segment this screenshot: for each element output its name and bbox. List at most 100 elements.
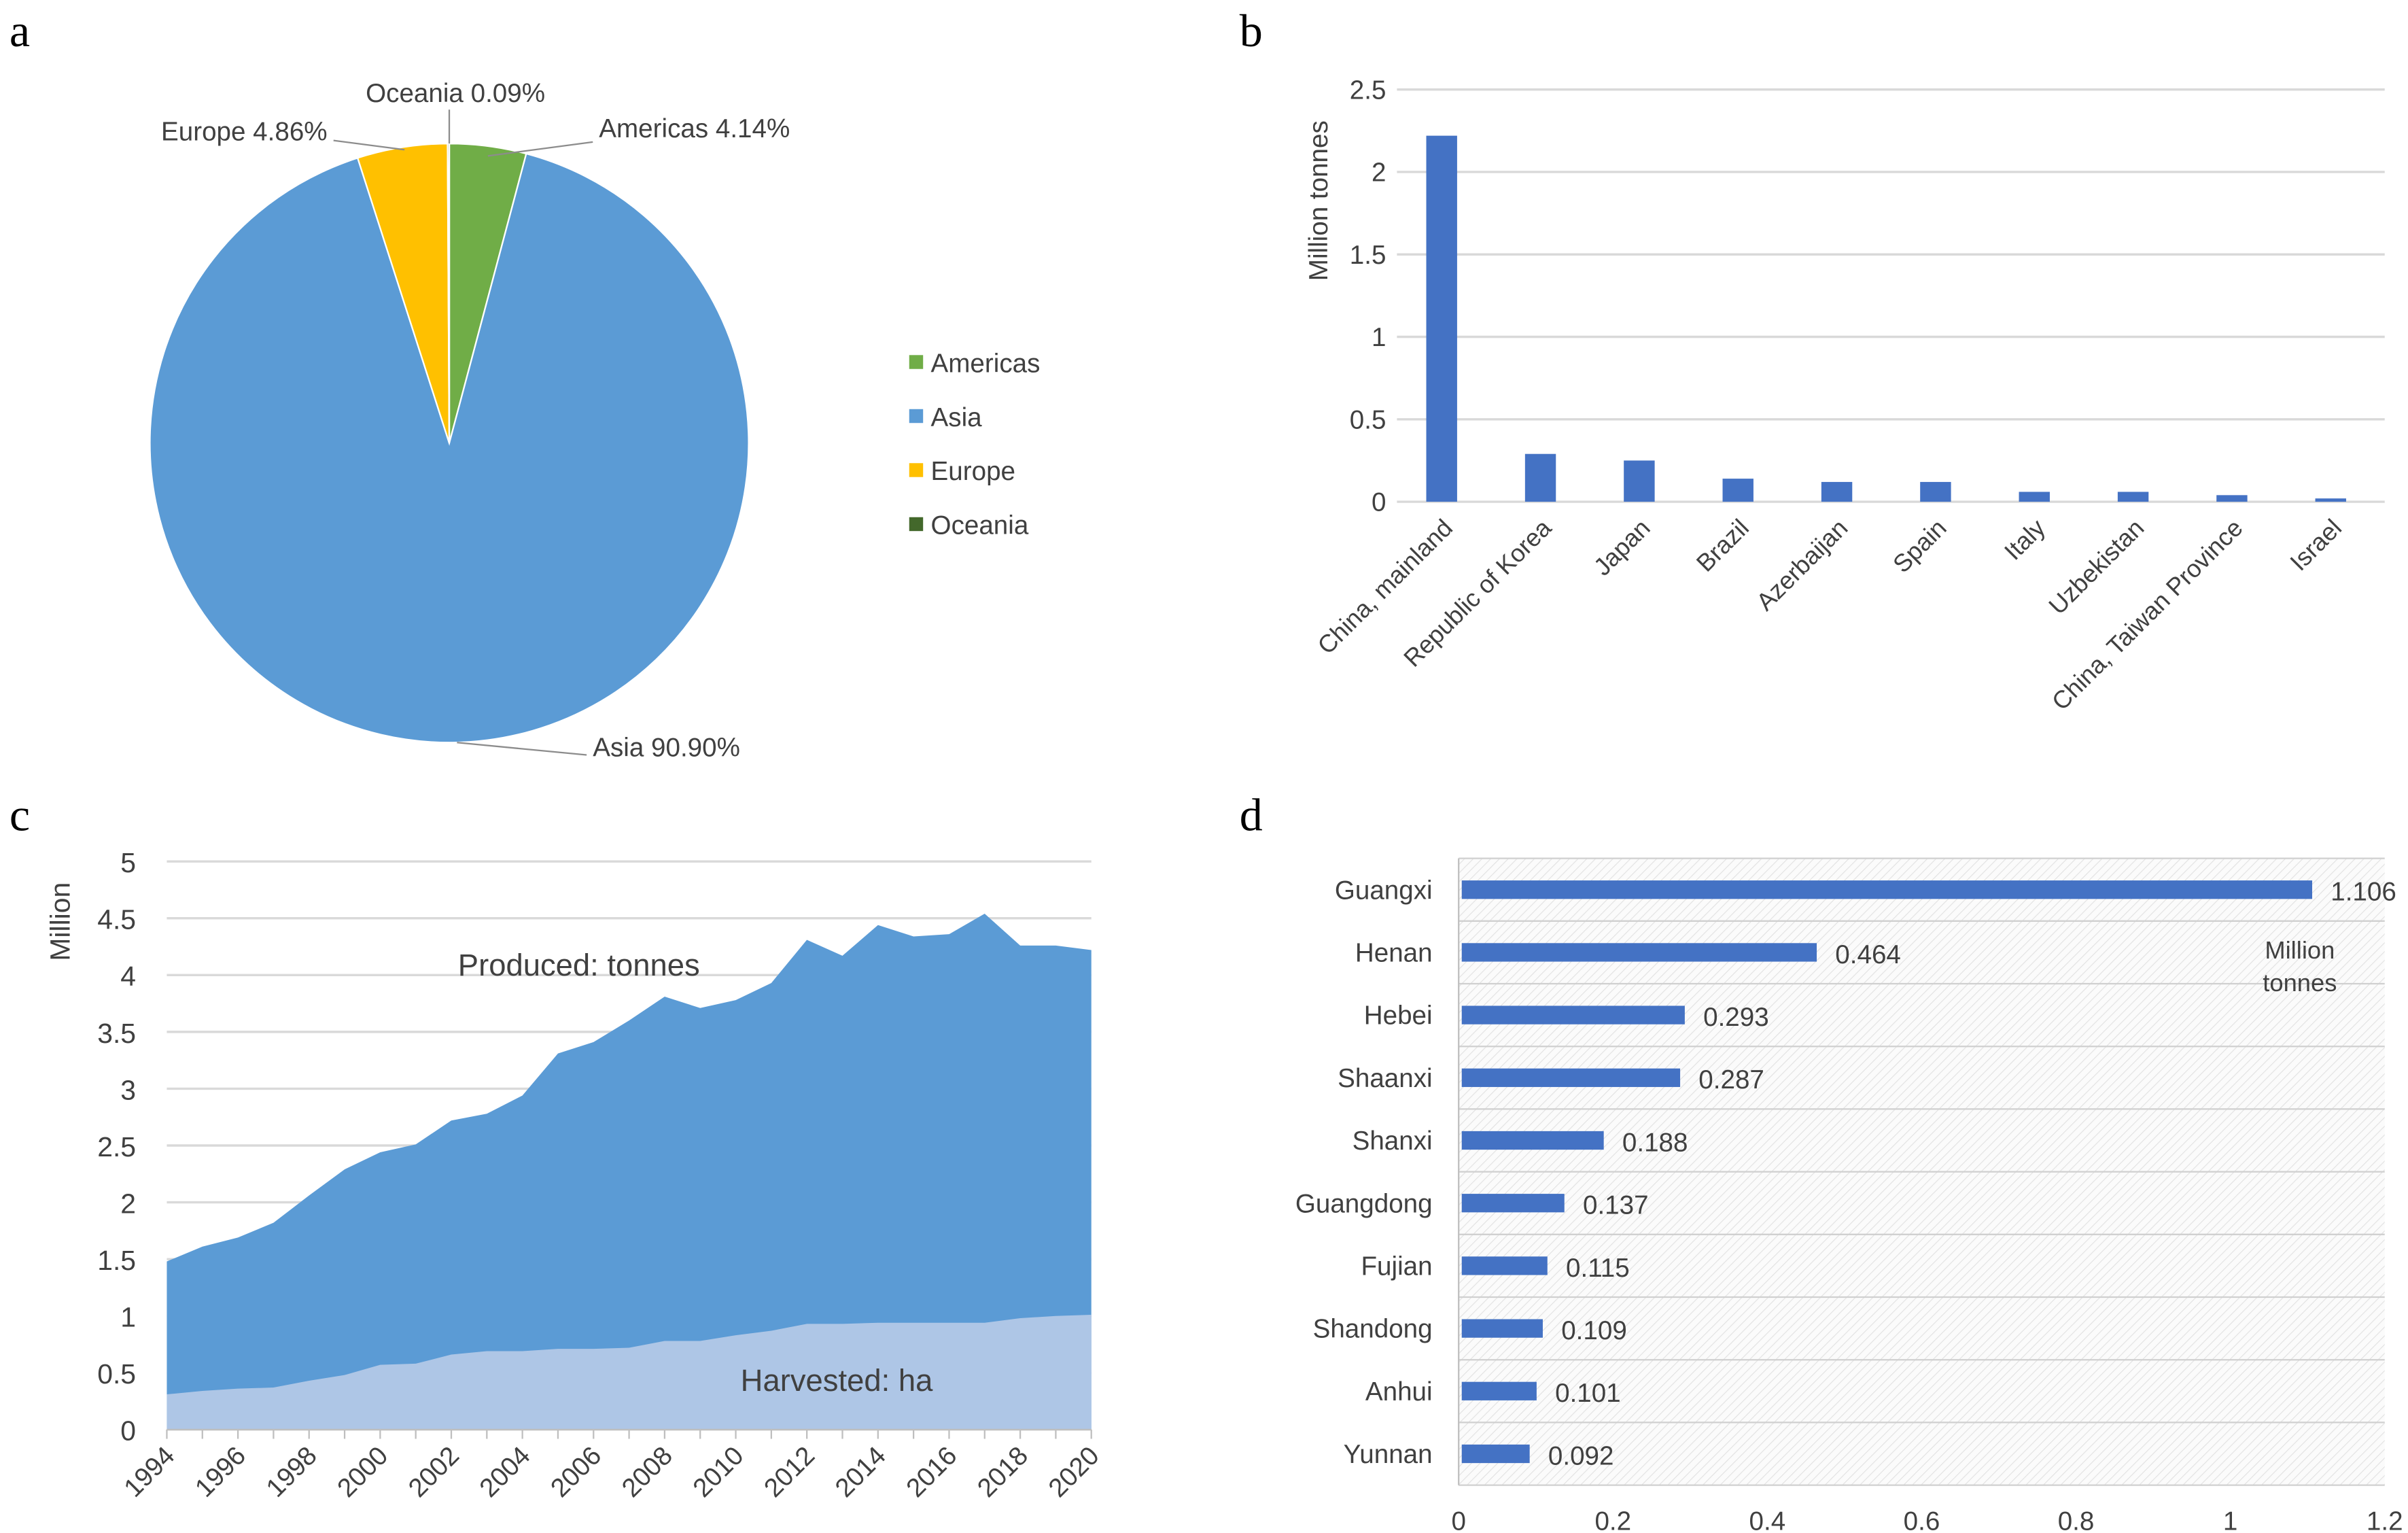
data-label: 0.092 (1548, 1441, 1614, 1470)
y-tick-label: Guangdong (1295, 1189, 1433, 1218)
bar (1461, 1319, 1543, 1338)
x-tick-label: 0.2 (1594, 1506, 1631, 1533)
pie-chart-panel-a: Americas 4.14% Asia 90.90% Europe 4.86% Oce… (149, 79, 1041, 763)
pie-leader-line (457, 742, 587, 756)
data-label: 0.101 (1555, 1379, 1621, 1408)
x-tick-label: 2016 (901, 1441, 962, 1503)
pie-leader-line (333, 139, 405, 151)
x-tick-label: 2018 (972, 1441, 1034, 1503)
pie-slice-asia (149, 152, 750, 744)
bar (2216, 495, 2248, 502)
data-label: 0.109 (1561, 1316, 1627, 1345)
x-tick-label: 2014 (830, 1441, 892, 1503)
x-tick-label: 1998 (261, 1441, 323, 1503)
y-tick-label: Shanxi (1353, 1126, 1433, 1156)
x-tick-label: 1994 (118, 1441, 180, 1503)
bar (1461, 880, 2313, 899)
x-tick-label: Azerbaijan (1751, 514, 1853, 616)
y-tick-label: 1.5 (1350, 241, 1386, 270)
bar (1624, 460, 1655, 502)
x-tick-label: 1996 (190, 1441, 251, 1503)
y-tick-label: Shaanxi (1338, 1064, 1432, 1093)
legend-swatch-europe (909, 463, 924, 477)
legend-entry-europe: Europe (931, 457, 1015, 486)
x-tick-label: Israel (2284, 514, 2347, 576)
legend-swatch-americas (909, 355, 924, 369)
pie-leader-line (487, 141, 593, 157)
bar (1920, 481, 1951, 502)
bar (1524, 453, 1556, 502)
y-tick-label: Hebei (1364, 1001, 1433, 1031)
x-tick-label: Italy (1999, 513, 2051, 566)
x-tick-label: 0.6 (1904, 1506, 1940, 1533)
y-tick-label: 2 (1372, 158, 1386, 188)
x-tick-label: 0.4 (1749, 1506, 1786, 1533)
y-axis-label: Million (44, 882, 75, 961)
data-label: 1.106 (2331, 878, 2396, 907)
y-tick-label: Fujian (1361, 1252, 1432, 1281)
y-tick-label: Yunnan (1344, 1440, 1433, 1469)
y-tick-label: 5 (120, 847, 136, 878)
legend-swatch-asia (909, 409, 924, 424)
bar (1461, 1444, 1530, 1464)
y-tick-label: 3 (120, 1074, 136, 1105)
x-tick-label: 2004 (474, 1441, 536, 1503)
y-tick-label: 2 (120, 1188, 136, 1219)
series-label-produced: Produced: tonnes (458, 948, 700, 982)
data-label: 0.188 (1622, 1128, 1688, 1157)
y-tick-label: 2.5 (1350, 75, 1386, 105)
y-tick-label: 3.5 (97, 1018, 136, 1049)
panel-letter-d: d (1240, 789, 1263, 841)
y-tick-label: 0 (1372, 488, 1386, 517)
bar (1461, 1381, 1537, 1400)
bar (1461, 943, 1817, 962)
x-tick-label: China, Taiwan Province (2046, 514, 2248, 716)
y-tick-label: 2.5 (97, 1131, 136, 1162)
data-label: 0.293 (1703, 1003, 1769, 1032)
series-label-harvested: Harvested: ha (741, 1363, 933, 1398)
bar (1461, 1068, 1681, 1087)
bar (2117, 492, 2149, 502)
y-tick-label: 1 (120, 1302, 136, 1333)
panel-letter-c: c (10, 789, 30, 841)
area-chart-panel-c: 0 0.5 1 1.5 2 2.5 3 3.5 4 4.5 5 Million Produced: to… (44, 847, 1104, 1503)
data-label: 0.287 (1698, 1065, 1764, 1095)
pie-data-label: Europe 4.86% (161, 118, 328, 147)
x-tick-label: 2010 (687, 1441, 749, 1503)
y-tick-label: 4.5 (97, 904, 136, 935)
bar (1426, 135, 1457, 502)
x-tick-label: Brazil (1691, 514, 1754, 577)
bar (1821, 481, 1853, 502)
x-tick-label: Uzbekistan (2043, 514, 2149, 620)
x-tick-label: 1 (2223, 1506, 2237, 1533)
bar (1722, 479, 1753, 502)
x-tick-label: Japan (1588, 514, 1656, 581)
unit-label-line2: tonnes (2263, 969, 2337, 997)
legend-swatch-oceania (909, 517, 924, 532)
y-tick-label: Henan (1355, 939, 1433, 968)
x-tick-label: 2012 (758, 1441, 820, 1503)
y-tick-label: 0.5 (1350, 405, 1386, 434)
y-tick-label: 0.5 (97, 1358, 136, 1390)
x-tick-label: 2008 (616, 1441, 678, 1503)
panel-letter-a: a (10, 5, 30, 56)
y-tick-label: 0 (120, 1415, 136, 1447)
x-tick-label: 2020 (1043, 1441, 1105, 1503)
x-tick-label: 1.2 (2367, 1506, 2403, 1533)
bar (2315, 498, 2346, 502)
y-axis-label: Million tonnes (1304, 120, 1333, 281)
legend-entry-oceania: Oceania (931, 511, 1029, 540)
y-tick-label: 1.5 (97, 1245, 136, 1276)
pie-data-label: Americas 4.14% (599, 114, 790, 143)
legend-entry-americas: Americas (931, 349, 1041, 378)
bar (1461, 1005, 1685, 1024)
bar (1461, 1256, 1548, 1275)
data-label: 0.464 (1835, 940, 1901, 969)
y-tick-label: 1 (1372, 323, 1386, 352)
y-tick-label: Anhui (1365, 1377, 1433, 1407)
x-tick-label: 2002 (403, 1441, 465, 1503)
data-label: 0.137 (1583, 1191, 1649, 1220)
pie-data-label: Oceania 0.09% (366, 79, 545, 108)
